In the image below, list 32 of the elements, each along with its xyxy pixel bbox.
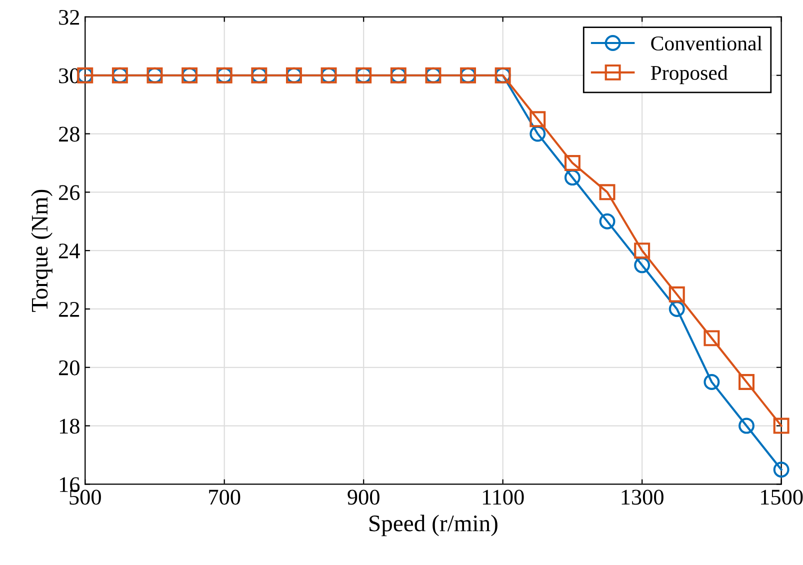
point <box>704 374 720 390</box>
y-tick-label: 24 <box>59 244 80 258</box>
point <box>738 374 754 390</box>
y-axis-title: Torque (Nm) <box>31 190 52 312</box>
point <box>668 286 685 302</box>
legend-label: Conventional <box>651 36 762 50</box>
point <box>634 257 650 274</box>
y-tick-label: 32 <box>59 10 80 25</box>
y-tick-label: 20 <box>59 360 80 376</box>
legend-label: Proposed <box>650 65 728 84</box>
point <box>668 300 685 317</box>
point <box>530 111 546 128</box>
point <box>564 170 580 186</box>
point <box>773 418 790 434</box>
x-tick-label: 900 <box>348 490 380 505</box>
y-tick-label: 26 <box>59 185 80 200</box>
point <box>599 184 616 200</box>
point <box>634 242 650 259</box>
point <box>599 213 616 230</box>
point <box>704 330 720 346</box>
x-tick-label: 1300 <box>622 490 664 505</box>
point <box>738 418 754 434</box>
x-tick-label: 700 <box>209 490 240 505</box>
point <box>530 126 546 142</box>
y-tick-label: 22 <box>59 302 80 317</box>
x-tick-label: 1100 <box>482 490 524 505</box>
point <box>564 154 580 171</box>
x-axis-title: Speed (r/min) <box>370 514 498 536</box>
y-tick-label: 18 <box>60 418 80 434</box>
point <box>773 462 790 478</box>
x-tick-label: 1500 <box>761 490 803 505</box>
y-tick-label: 28 <box>59 126 80 142</box>
